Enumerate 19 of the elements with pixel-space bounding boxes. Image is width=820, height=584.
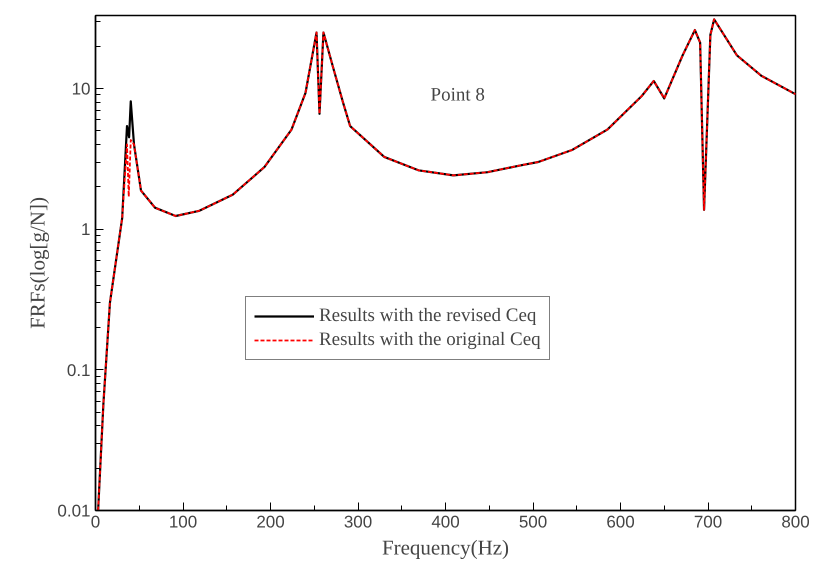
y-tick-label: 10 [72, 79, 91, 98]
x-tick-label: 0 [90, 512, 100, 532]
x-tick-label: 200 [256, 512, 285, 532]
x-tick-label: 400 [431, 512, 460, 532]
x-tick-label: 100 [168, 512, 198, 532]
y-axis-title: FRFs(log[g/N]) [25, 197, 50, 329]
x-tick-label: 500 [518, 512, 548, 532]
y-tick-label: 1 [81, 220, 91, 240]
x-tick-label: 300 [344, 512, 372, 532]
legend-label: Results with the revised Ceq [319, 305, 536, 327]
x-axis-title: Frequency(Hz) [382, 536, 510, 560]
legend-label: Results with the original Ceq [319, 329, 541, 351]
y-tick-label: 0.1 [66, 360, 91, 380]
x-tick-label: 800 [781, 512, 810, 532]
x-tick-label: 600 [606, 512, 635, 532]
line-series [97, 18, 796, 510]
y-tick-label: 0.01 [57, 502, 91, 520]
x-tick-label: 700 [694, 512, 722, 532]
annotation: Point 8 [430, 84, 485, 106]
